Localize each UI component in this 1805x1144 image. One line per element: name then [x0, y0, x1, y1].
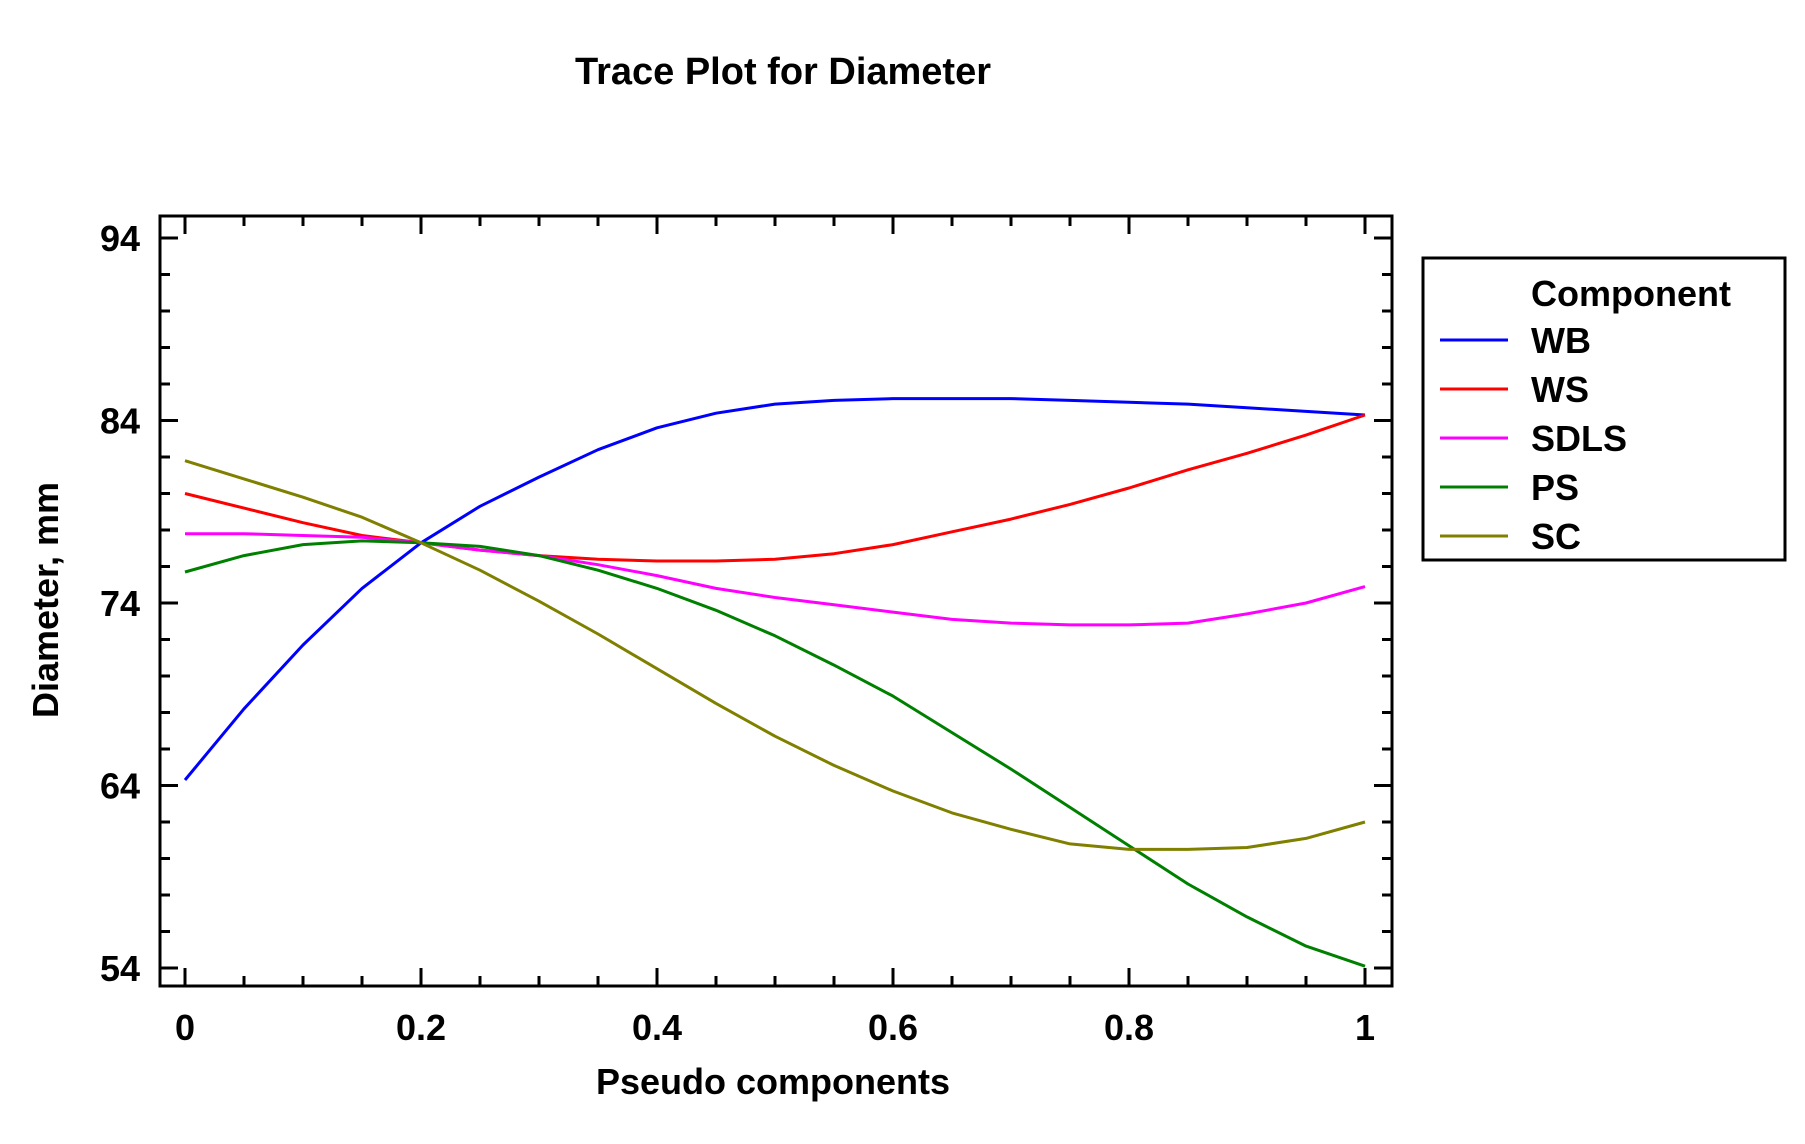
chart-title: Trace Plot for Diameter	[575, 51, 991, 93]
x-axis-label: Pseudo components	[596, 1061, 950, 1102]
x-tick-label: 0.4	[632, 1007, 682, 1048]
y-tick-label: 94	[100, 218, 140, 259]
y-axis-label: Diameter, mm	[25, 482, 66, 718]
series-lines	[183, 397, 1366, 968]
legend-label-sdls: SDLS	[1531, 418, 1627, 459]
legend-items: WB WS SDLS PS SC	[1440, 320, 1627, 557]
series-line-sc	[184, 459, 1366, 851]
legend-title: Component	[1531, 273, 1731, 314]
y-tick-label: 84	[100, 401, 140, 442]
y-tick-label: 64	[100, 766, 140, 807]
x-tick-labels: 0 0.2 0.4 0.6 0.8 1	[175, 1007, 1375, 1048]
series-line-sdls	[185, 532, 1366, 627]
x-tick-label: 1	[1355, 1007, 1375, 1048]
x-tick-label: 0.2	[396, 1007, 446, 1048]
x-tick-label: 0.6	[868, 1007, 918, 1048]
legend: Component WB WS SDLS PS SC	[1421, 256, 1787, 562]
x-tick-label: 0.8	[1104, 1007, 1154, 1048]
y-tick-label: 54	[100, 948, 140, 989]
series-line-ps	[184, 539, 1366, 968]
axis-ticks	[160, 216, 1392, 986]
plot-frame	[158, 214, 1394, 988]
series-line-ws	[184, 413, 1366, 563]
legend-label-wb: WB	[1531, 320, 1591, 361]
series-line-wb	[183, 397, 1366, 781]
legend-label-sc: SC	[1531, 516, 1581, 557]
legend-label-ws: WS	[1531, 369, 1589, 410]
y-tick-label: 74	[100, 583, 140, 624]
y-tick-labels: 54 64 74 84 94	[100, 218, 140, 989]
x-tick-label: 0	[175, 1007, 195, 1048]
legend-label-ps: PS	[1531, 467, 1579, 508]
legend-box	[1421, 256, 1787, 562]
